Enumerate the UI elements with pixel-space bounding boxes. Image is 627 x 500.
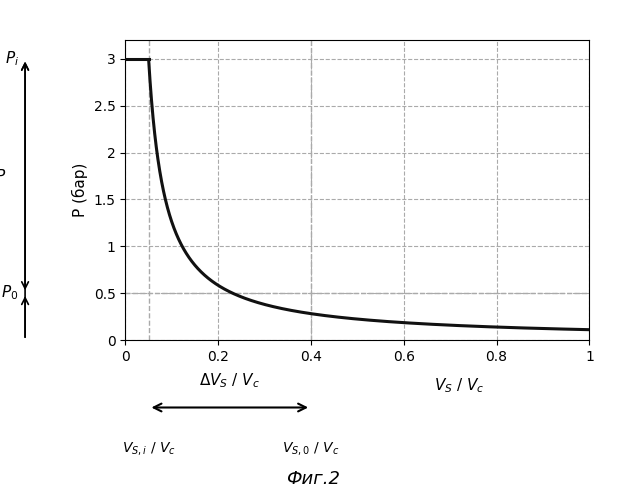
Y-axis label: P (бар): P (бар) [72, 163, 88, 217]
Text: $V_{S,i}$ / $V_c$: $V_{S,i}$ / $V_c$ [122, 440, 176, 457]
Text: $P_0$: $P_0$ [1, 284, 19, 302]
Text: $V_{S,0}$ / $V_c$: $V_{S,0}$ / $V_c$ [282, 440, 340, 457]
Text: Фиг.2: Фиг.2 [287, 470, 340, 488]
Text: $P_i$: $P_i$ [5, 50, 19, 68]
Text: $\Delta P$: $\Delta P$ [0, 168, 6, 184]
Text: $V_S$ / $V_c$: $V_S$ / $V_c$ [434, 376, 485, 394]
Text: $\Delta V_S$ / $V_c$: $\Delta V_S$ / $V_c$ [199, 372, 260, 390]
